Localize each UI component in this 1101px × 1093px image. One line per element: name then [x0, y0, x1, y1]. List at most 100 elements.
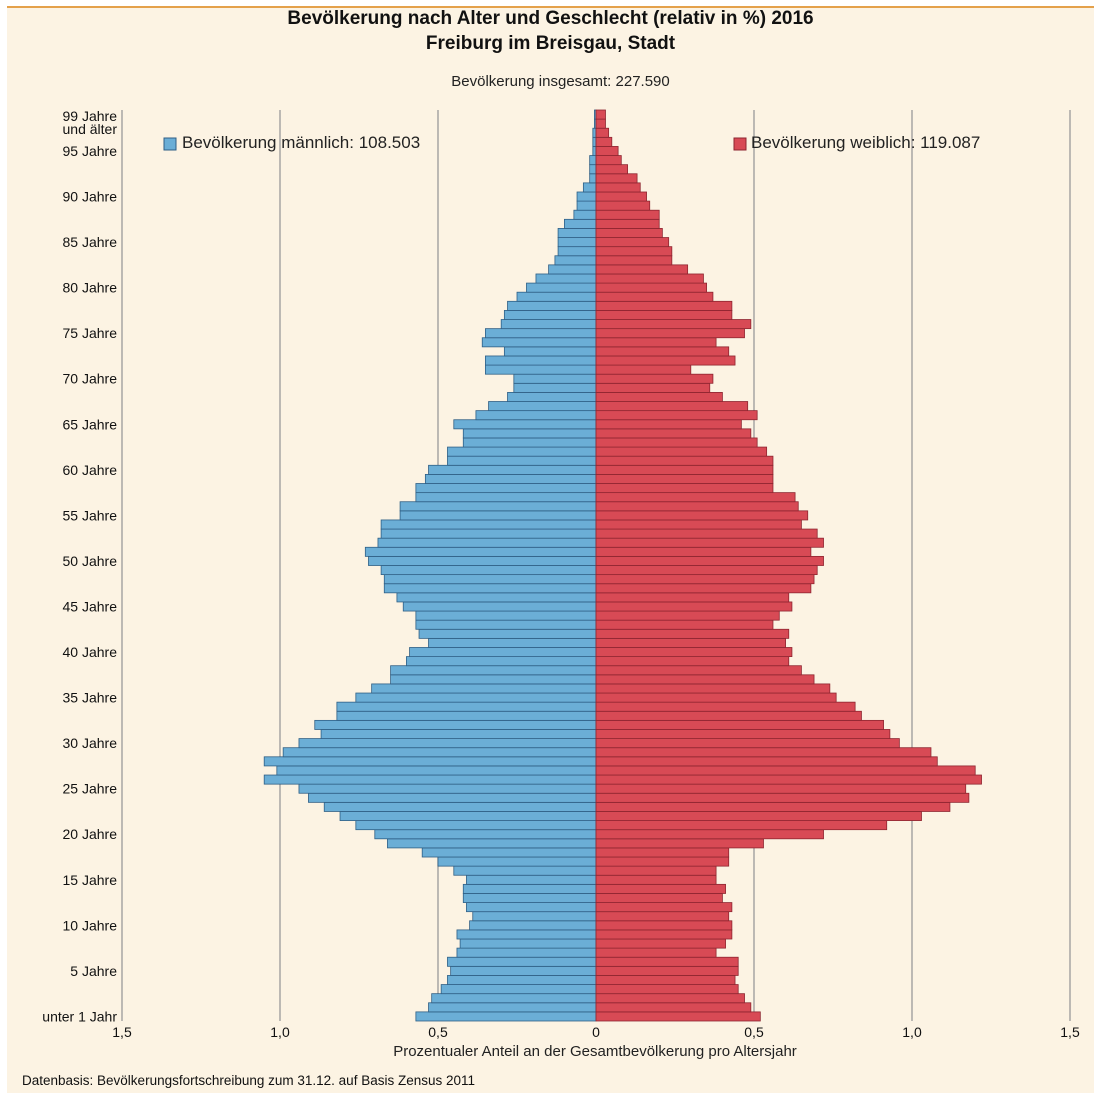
bar-male [447, 455, 597, 466]
x-tick-label: 0 [592, 1024, 600, 1040]
bar-male [371, 683, 597, 694]
bar-male [592, 136, 597, 147]
bar-female [595, 437, 758, 448]
bar-female [595, 829, 824, 840]
bar-male [355, 692, 597, 703]
bar-female [595, 346, 730, 357]
bar-female [595, 902, 733, 913]
bar-male [405, 656, 597, 667]
bar-male [440, 984, 597, 995]
bar-female [595, 1011, 761, 1022]
bar-male [383, 583, 597, 594]
bar-female [595, 856, 730, 867]
bar-male [421, 847, 597, 858]
bar-male [484, 364, 597, 375]
legend-label-male: Bevölkerung männlich: 108.503 [182, 133, 420, 152]
bar-male [469, 920, 597, 931]
bar-female [595, 483, 774, 494]
bar-female [595, 984, 739, 995]
bar-female [595, 947, 717, 958]
bar-male [462, 428, 597, 439]
bar-male [564, 218, 597, 229]
bar-female [595, 218, 660, 229]
bar-female [595, 975, 736, 985]
bar-female [595, 938, 726, 949]
bar-male [557, 246, 597, 257]
bar-female [595, 874, 717, 885]
bar-female [595, 820, 888, 831]
bar-male [589, 155, 597, 166]
bar-male [447, 956, 597, 967]
bar-female [595, 811, 922, 821]
bar-female [595, 273, 704, 284]
bar-female [595, 665, 802, 676]
y-tick-label: 30 Jahre [63, 735, 118, 751]
x-tick-label: 0,5 [428, 1024, 448, 1040]
bar-female [595, 956, 739, 967]
bar-female [595, 455, 774, 466]
bar-female [595, 118, 606, 129]
bar-male [484, 328, 597, 339]
bar-female [595, 555, 824, 566]
bar-male [589, 173, 597, 184]
bar-female [595, 109, 606, 120]
bar-male [298, 783, 597, 794]
bar-male [431, 993, 597, 1004]
bar-male [380, 528, 597, 539]
bar-female [595, 738, 900, 749]
bar-female [595, 209, 660, 220]
bar-male [377, 537, 597, 548]
y-tick-label: 55 Jahre [63, 507, 118, 523]
bar-female [595, 965, 739, 976]
x-tick-label: 0,5 [744, 1024, 764, 1040]
bar-female [595, 765, 976, 776]
bar-female [595, 865, 717, 876]
y-tick-label: 45 Jahre [63, 598, 118, 614]
bar-male [402, 601, 597, 612]
bar-female [595, 929, 733, 940]
bar-male [390, 674, 597, 685]
bar-female [595, 783, 967, 794]
bar-male [576, 200, 597, 211]
bar-female [595, 328, 745, 339]
bar-female [595, 392, 723, 402]
legend-swatch-female [733, 137, 747, 151]
bar-female [595, 319, 752, 330]
bar-male [336, 710, 597, 721]
bar-male [424, 473, 597, 484]
y-tick-label: 10 Jahre [63, 917, 118, 933]
bar-female [595, 510, 809, 521]
bar-female [595, 373, 714, 384]
bar-male [428, 464, 597, 475]
bar-female [595, 127, 610, 138]
y-tick-label: 80 Jahre [63, 280, 118, 296]
y-tick-label: 60 Jahre [63, 462, 118, 478]
x-tick-label: 1,0 [902, 1024, 922, 1040]
bar-male [516, 291, 597, 302]
bar-female [595, 701, 856, 712]
bar-male [554, 255, 597, 266]
bar-male [298, 738, 597, 749]
bar-female [595, 719, 884, 730]
bar-male [380, 519, 597, 530]
bar-female [595, 446, 768, 457]
bar-male [447, 975, 597, 985]
bar-female [595, 200, 651, 211]
bar-female [595, 401, 749, 412]
bar-female [595, 382, 711, 393]
legend-swatch-male [163, 137, 177, 151]
bar-female [595, 182, 641, 193]
y-tick-label: 70 Jahre [63, 371, 118, 387]
bar-male [415, 619, 597, 630]
bar-female [595, 228, 663, 238]
bar-male [503, 310, 597, 320]
bar-male [592, 127, 597, 138]
bar-male [415, 1011, 597, 1022]
bar-male [548, 264, 597, 275]
total-population-label: Bevölkerung insgesamt: 227.590 [451, 73, 670, 90]
bar-male [374, 829, 597, 840]
bar-female [595, 801, 951, 812]
bar-male [399, 501, 597, 512]
bar-male [418, 628, 597, 639]
